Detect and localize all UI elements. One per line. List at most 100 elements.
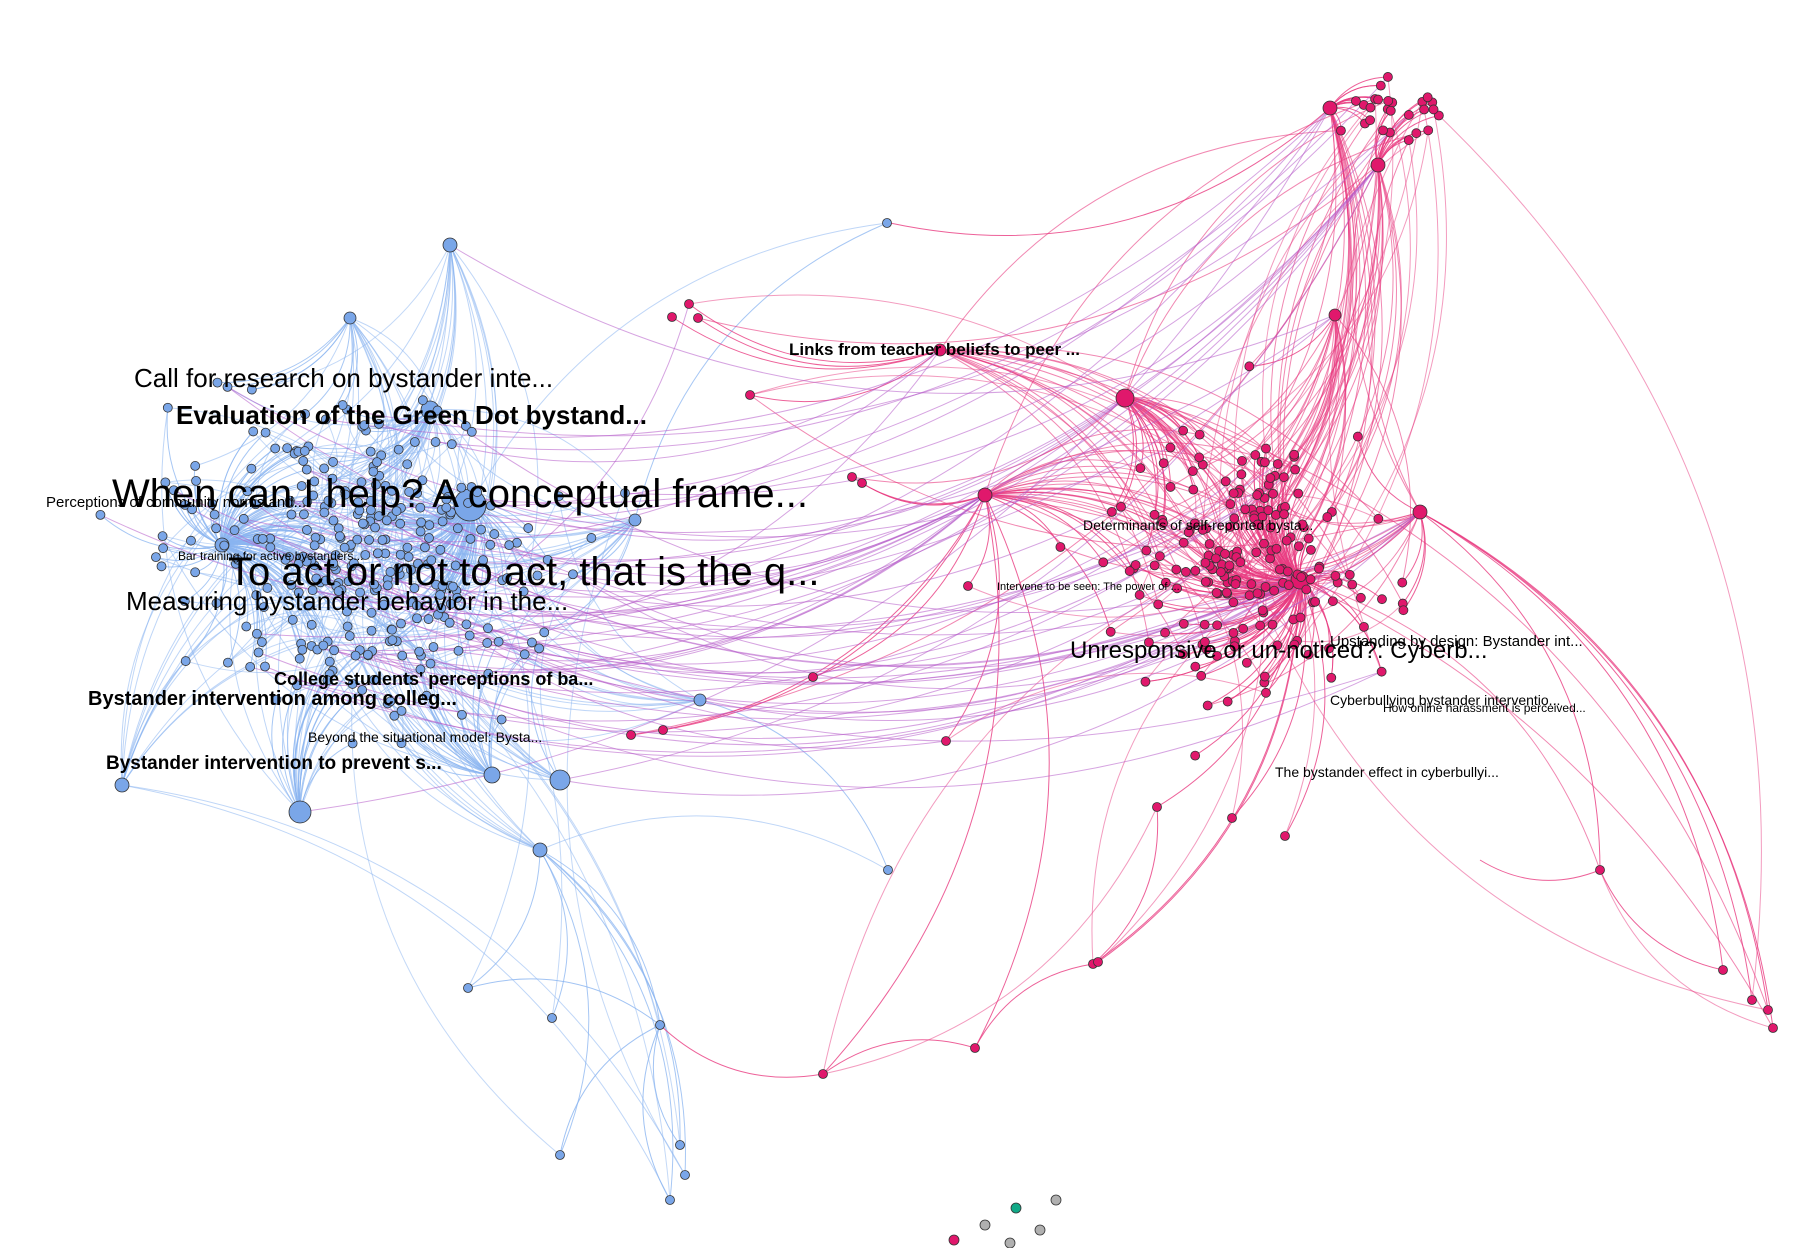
paper-node [693,313,703,323]
paper-node [156,561,167,572]
paper-node [1010,1202,1022,1214]
paper-node [442,237,458,253]
paper-node [568,569,578,580]
paper-node [328,558,339,569]
paper-node [1187,466,1198,477]
paper-node [373,511,384,522]
paper-node [1383,96,1394,106]
citation-edge [572,573,1301,669]
paper-node [257,533,268,544]
citation-edge [467,849,541,989]
paper-node [320,414,331,425]
paper-node [693,693,707,707]
paper-node [534,643,545,654]
paper-node [1263,505,1274,516]
paper-node [489,529,500,539]
paper-node [191,475,201,486]
paper-node [342,606,352,617]
paper-node [241,621,252,632]
paper-node [369,674,379,685]
paper-node [1397,577,1408,588]
citation-edge [1419,511,1724,971]
paper-node [262,583,273,593]
paper-node [1177,649,1188,660]
paper-node [207,499,218,509]
citation-edge [1170,164,1379,488]
paper-node [412,600,422,611]
paper-node [190,461,201,471]
citation-edge [688,303,941,364]
paper-node [342,621,353,632]
citation-edge [221,534,336,556]
node-label: Bystander intervention to prevent s... [106,753,442,774]
citation-edge [422,399,636,521]
paper-node [1188,484,1199,495]
paper-node [1293,541,1304,552]
paper-node [359,420,370,431]
paper-node [309,476,320,487]
citation-edge [697,317,941,367]
paper-node [675,1140,685,1150]
node-label: The bystander effect in cyberbullyi... [1275,764,1499,780]
citation-edge [393,715,493,776]
paper-node [466,426,477,437]
citation-edge [1308,100,1411,539]
paper-node [1322,512,1333,522]
citation-edge [368,349,941,656]
paper-node [882,218,892,228]
paper-node [1279,472,1289,483]
citation-edge [1599,869,1724,971]
paper-node [294,653,305,664]
citation-edge [390,399,424,491]
paper-node [385,696,396,707]
paper-node [1106,506,1117,517]
paper-node [415,502,426,513]
paper-node [114,777,130,793]
paper-node [523,523,534,533]
paper-node [371,479,381,490]
paper-node [1747,995,1757,1005]
citation-edge [539,849,590,1156]
paper-node [1419,104,1430,115]
paper-node [260,661,270,672]
citation-edge [269,538,671,1201]
paper-node [1215,567,1226,577]
citation-edge [559,164,1379,781]
citation-edge [221,448,276,546]
paper-node [1314,563,1324,574]
citation-edge [749,349,941,403]
paper-node [1297,519,1308,530]
citation-edge [121,413,306,786]
paper-node [160,477,171,488]
paper-node [381,515,392,526]
paper-node [397,650,408,661]
paper-node [549,769,571,791]
citation-edge [1299,579,1601,871]
paper-node [1172,583,1182,594]
paper-node [238,513,249,524]
citation-edge [221,544,303,650]
citation-edge [544,519,636,633]
paper-node [532,842,548,858]
paper-node [444,617,455,628]
paper-node [297,644,308,655]
paper-node [1227,813,1237,823]
citation-edge [322,645,541,851]
citation-edge [306,561,561,781]
paper-node [1259,457,1270,468]
citation-edge [365,430,563,1019]
paper-node [1289,639,1300,650]
citation-edge [414,441,636,523]
paper-node [456,482,467,493]
citation-edge [1219,130,1384,577]
citation-edge [1272,624,1769,1011]
paper-node [1200,637,1210,647]
paper-node [1130,560,1141,570]
citation-edge [1264,164,1383,499]
paper-node [542,554,553,565]
citation-edge [429,409,492,506]
citation-edge [371,650,404,744]
paper-node [391,506,402,516]
paper-node [1305,574,1316,585]
citation-edge [324,244,451,508]
